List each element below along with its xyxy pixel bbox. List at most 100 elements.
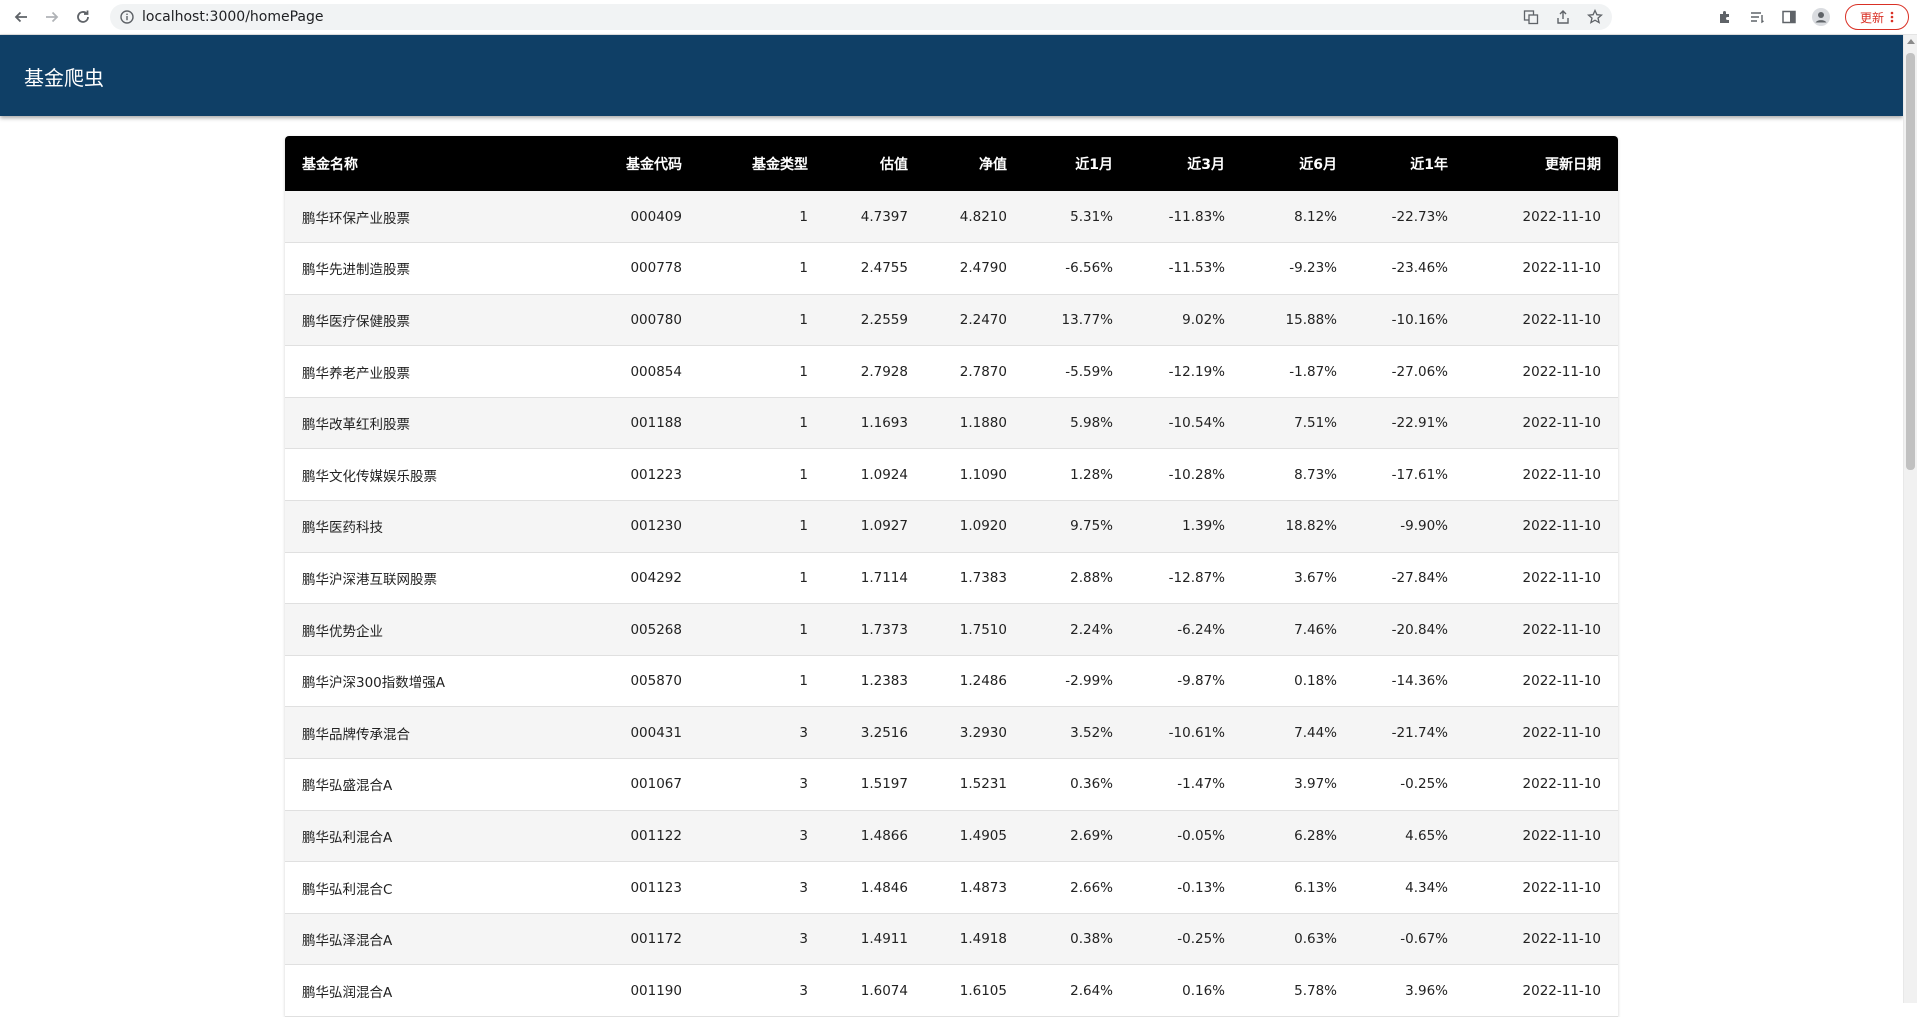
column-header-fund-name[interactable]: 基金名称 bbox=[302, 156, 358, 173]
column-header-6-month[interactable]: 近6月 bbox=[1299, 156, 1337, 173]
info-icon[interactable] bbox=[120, 10, 134, 24]
one-month-cell: 13.77% bbox=[1061, 311, 1113, 328]
one-month-cell: 0.36% bbox=[1070, 776, 1113, 793]
table-row[interactable]: 鹏华医疗保健股票 000780 1 2.2559 2.2470 13.77% 9.02% 15… bbox=[285, 294, 1618, 346]
fund-code-cell: 001190 bbox=[630, 982, 682, 999]
table-row[interactable]: 鹏华改革红利股票 001188 1 1.1693 1.1880 5.98% -10.54% 7… bbox=[285, 397, 1618, 449]
one-month-cell: 2.69% bbox=[1070, 827, 1113, 844]
table-row[interactable]: 鹏华环保产业股票 000409 1 4.7397 4.8210 5.31% -11.83% 8… bbox=[285, 191, 1618, 243]
table-row[interactable]: 鹏华弘润混合A 001190 3 1.6074 1.6105 2.64% 0.16% 5.78… bbox=[285, 964, 1618, 1017]
puzzle-icon[interactable] bbox=[1715, 7, 1735, 27]
table-row[interactable]: 鹏华文化传媒娱乐股票 001223 1 1.0924 1.1090 1.28% -10.28… bbox=[285, 448, 1618, 501]
fund-code-cell: 004292 bbox=[630, 569, 682, 586]
update-button[interactable]: 更新 bbox=[1845, 4, 1909, 30]
update-date-cell: 2022-11-10 bbox=[1522, 673, 1601, 690]
one-year-cell: 3.96% bbox=[1405, 982, 1448, 999]
column-header-1-year[interactable]: 近1年 bbox=[1410, 156, 1448, 173]
one-year-cell: -0.25% bbox=[1400, 776, 1448, 793]
url-text[interactable]: localhost:3000/homePage bbox=[142, 9, 324, 25]
one-year-cell: -0.67% bbox=[1400, 931, 1448, 948]
nav-cell: 1.2486 bbox=[959, 673, 1007, 690]
fund-type-cell: 3 bbox=[799, 931, 808, 948]
back-button[interactable] bbox=[10, 6, 32, 28]
fund-code-cell: 001122 bbox=[630, 827, 682, 844]
side-panel-icon[interactable] bbox=[1779, 7, 1799, 27]
one-month-cell: 2.88% bbox=[1070, 569, 1113, 586]
reload-button[interactable] bbox=[72, 6, 94, 28]
estimate-cell: 1.4911 bbox=[860, 931, 908, 948]
table-row[interactable]: 鹏华弘利混合A 001122 3 1.4866 1.4905 2.69% -0.05% 6.2… bbox=[285, 810, 1618, 862]
estimate-cell: 1.6074 bbox=[860, 982, 908, 999]
table-row[interactable]: 鹏华弘利混合C 001123 3 1.4846 1.4873 2.66% -0.13% 6.1… bbox=[285, 861, 1618, 914]
update-date-cell: 2022-11-10 bbox=[1522, 363, 1601, 380]
address-bar[interactable]: localhost:3000/homePage bbox=[110, 4, 1612, 30]
three-month-cell: -10.28% bbox=[1168, 466, 1225, 483]
fund-code-cell: 001223 bbox=[630, 466, 682, 483]
estimate-cell: 1.1693 bbox=[860, 415, 908, 432]
fund-code-cell: 000780 bbox=[630, 311, 682, 328]
column-header-fund-type[interactable]: 基金类型 bbox=[752, 156, 808, 173]
estimate-cell: 1.0924 bbox=[860, 466, 908, 483]
table-row[interactable]: 鹏华弘盛混合A 001067 3 1.5197 1.5231 0.36% -1.47% 3.9… bbox=[285, 758, 1618, 811]
table-row[interactable]: 鹏华沪深300指数增强A 005870 1 1.2383 1.2486 -2.99% -9.… bbox=[285, 655, 1618, 707]
nav-cell: 1.4918 bbox=[959, 931, 1007, 948]
six-month-cell: -1.87% bbox=[1289, 363, 1337, 380]
table-row[interactable]: 鹏华医药科技 001230 1 1.0927 1.0920 9.75% 1.39% 18.82… bbox=[285, 500, 1618, 553]
three-month-cell: -11.83% bbox=[1168, 208, 1225, 225]
scroll-up-arrow-icon[interactable] bbox=[1907, 39, 1915, 44]
fund-table: 基金名称 基金代码 基金类型 估值 净值 近1月 近3月 近6月 近1年 更新日… bbox=[285, 136, 1618, 1017]
column-header-estimate[interactable]: 估值 bbox=[880, 156, 908, 173]
forward-button[interactable] bbox=[41, 6, 63, 28]
estimate-cell: 1.0927 bbox=[860, 518, 908, 535]
table-body: 鹏华环保产业股票 000409 1 4.7397 4.8210 5.31% -11.83% 8… bbox=[285, 191, 1618, 1017]
nav-cell: 1.6105 bbox=[959, 982, 1007, 999]
star-icon[interactable] bbox=[1586, 8, 1604, 26]
fund-code-cell: 000778 bbox=[630, 260, 682, 277]
six-month-cell: 5.78% bbox=[1294, 982, 1337, 999]
nav-cell: 1.7383 bbox=[959, 569, 1007, 586]
estimate-cell: 3.2516 bbox=[860, 724, 908, 741]
nav-cell: 2.4790 bbox=[959, 260, 1007, 277]
update-date-cell: 2022-11-10 bbox=[1522, 982, 1601, 999]
table-row[interactable]: 鹏华优势企业 005268 1 1.7373 1.7510 2.24% -6.24% 7.46… bbox=[285, 603, 1618, 656]
table-row[interactable]: 鹏华先进制造股票 000778 1 2.4755 2.4790 -6.56% -11.53%… bbox=[285, 242, 1618, 295]
fund-name-cell: 鹏华文化传媒娱乐股票 bbox=[302, 468, 437, 485]
extensions-area bbox=[1715, 7, 1831, 27]
estimate-cell: 1.7114 bbox=[860, 569, 908, 586]
translate-icon[interactable] bbox=[1522, 8, 1540, 26]
three-month-cell: 1.39% bbox=[1182, 518, 1225, 535]
update-date-cell: 2022-11-10 bbox=[1522, 776, 1601, 793]
column-header-1-month[interactable]: 近1月 bbox=[1075, 156, 1113, 173]
fund-name-cell: 鹏华先进制造股票 bbox=[302, 262, 410, 279]
six-month-cell: 7.51% bbox=[1294, 415, 1337, 432]
share-icon[interactable] bbox=[1554, 8, 1572, 26]
update-date-cell: 2022-11-10 bbox=[1522, 466, 1601, 483]
six-month-cell: 3.97% bbox=[1294, 776, 1337, 793]
table-row[interactable]: 鹏华养老产业股票 000854 1 2.7928 2.7870 -5.59% -12.19%… bbox=[285, 345, 1618, 398]
table-row[interactable]: 鹏华品牌传承混合 000431 3 3.2516 3.2930 3.52% -10.61% 7… bbox=[285, 706, 1618, 759]
table-row[interactable]: 鹏华沪深港互联网股票 004292 1 1.7114 1.7383 2.88% -12.87… bbox=[285, 552, 1618, 604]
fund-name-cell: 鹏华养老产业股票 bbox=[302, 365, 410, 382]
update-date-cell: 2022-11-10 bbox=[1522, 260, 1601, 277]
fund-type-cell: 1 bbox=[799, 621, 808, 638]
column-header-3-month[interactable]: 近3月 bbox=[1187, 156, 1225, 173]
one-month-cell: -2.99% bbox=[1065, 673, 1113, 690]
table-row[interactable]: 鹏华弘泽混合A 001172 3 1.4911 1.4918 0.38% -0.25% 0.6… bbox=[285, 913, 1618, 965]
address-bar-actions bbox=[1522, 8, 1604, 26]
page-scrollbar[interactable] bbox=[1903, 35, 1917, 1003]
update-date-cell: 2022-11-10 bbox=[1522, 879, 1601, 896]
column-header-fund-code[interactable]: 基金代码 bbox=[626, 156, 682, 173]
estimate-cell: 1.2383 bbox=[860, 673, 908, 690]
one-month-cell: 1.28% bbox=[1070, 466, 1113, 483]
column-header-update-date[interactable]: 更新日期 bbox=[1545, 156, 1601, 173]
kebab-menu-icon bbox=[1890, 11, 1894, 23]
update-date-cell: 2022-11-10 bbox=[1522, 208, 1601, 225]
one-year-cell: -22.73% bbox=[1391, 208, 1448, 225]
reading-list-icon[interactable] bbox=[1747, 7, 1767, 27]
six-month-cell: 7.44% bbox=[1294, 724, 1337, 741]
three-month-cell: -10.54% bbox=[1168, 415, 1225, 432]
scrollbar-thumb[interactable] bbox=[1906, 53, 1915, 470]
profile-icon[interactable] bbox=[1811, 7, 1831, 27]
nav-cell: 1.7510 bbox=[959, 621, 1007, 638]
column-header-nav[interactable]: 净值 bbox=[979, 156, 1007, 173]
